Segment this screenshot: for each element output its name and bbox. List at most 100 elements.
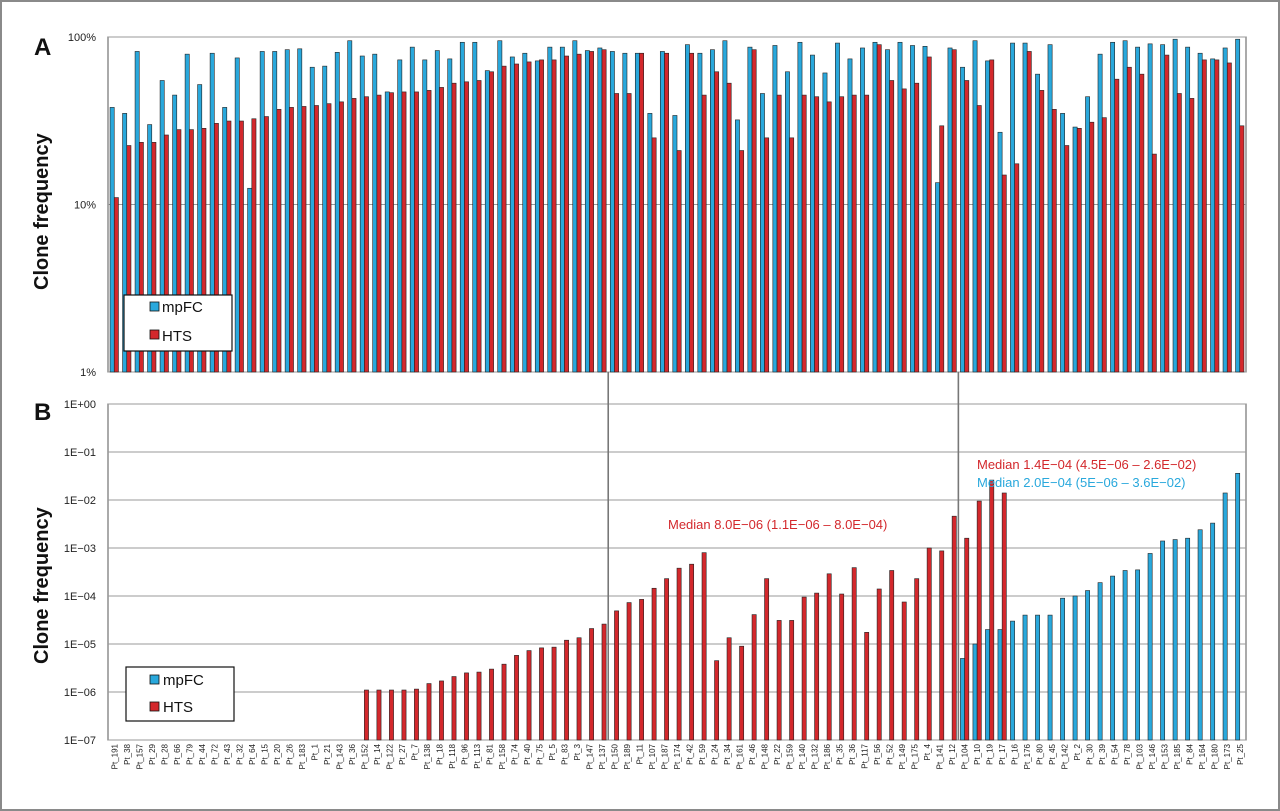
panel-a-bar-hts bbox=[826, 101, 832, 373]
panel-a-bar-hts bbox=[714, 71, 720, 373]
panel-a-bar-mpfc bbox=[1172, 38, 1178, 373]
legend-box bbox=[125, 666, 235, 722]
panel-b-bar-mpfc bbox=[1047, 614, 1053, 741]
panel-a-bar-mpfc bbox=[397, 59, 403, 373]
panel-a-bar-hts bbox=[214, 123, 219, 373]
panel-b-bar-hts bbox=[364, 689, 369, 741]
panel-a-bar-hts bbox=[701, 94, 707, 373]
panel-a-bar-mpfc bbox=[1072, 126, 1078, 373]
panel-a-bar-hts bbox=[751, 49, 757, 373]
panel-a-bar-hts bbox=[376, 94, 382, 373]
panel-b-bar-hts bbox=[526, 650, 532, 741]
x-category-label: Pt_27 bbox=[398, 743, 407, 764]
panel-a-bar-hts bbox=[651, 137, 657, 373]
panel-b-y-tick-label: 1E−01 bbox=[64, 447, 96, 459]
panel-a-bar-hts bbox=[501, 65, 507, 373]
panel-a-chart: 1% 10% 100% bbox=[68, 32, 1247, 379]
panel-b-bar-mpfc bbox=[1110, 575, 1115, 741]
panel-b-bar-hts bbox=[814, 592, 820, 741]
panel-a-bar-hts bbox=[163, 134, 169, 373]
panel-a-bar-mpfc bbox=[835, 42, 840, 373]
panel-a-bar-hts bbox=[1151, 153, 1157, 373]
panel-a-bar-mpfc bbox=[484, 70, 490, 373]
panel-b-bar-hts bbox=[764, 578, 770, 741]
panel-b-bar-hts bbox=[376, 689, 382, 741]
panel-b-bar-hts bbox=[701, 552, 707, 741]
panel-a-bar-hts bbox=[1076, 128, 1082, 373]
x-category-label: Pt_187 bbox=[660, 743, 669, 769]
panel-a-bar-mpfc bbox=[1147, 43, 1153, 373]
panel-a-bar-mpfc bbox=[972, 40, 978, 373]
x-category-label: Pt_81 bbox=[485, 743, 494, 764]
panel-a-bar-hts bbox=[113, 197, 119, 373]
panel-a-bar-mpfc bbox=[522, 52, 528, 373]
x-category-label: Pt_141 bbox=[936, 743, 945, 769]
legend-swatch-mpfc bbox=[149, 674, 160, 685]
panel-b-bar-mpfc bbox=[1072, 595, 1078, 741]
panel-b-bar-hts bbox=[801, 596, 807, 741]
panel-a-bar-hts bbox=[1001, 174, 1007, 373]
x-category-label: Pt_12 bbox=[948, 743, 957, 764]
x-category-label: Pt_176 bbox=[1023, 743, 1032, 769]
x-category-label: Pt_107 bbox=[648, 743, 657, 769]
panel-a-bar-hts bbox=[401, 91, 407, 373]
x-category-label: Pt_19 bbox=[986, 743, 995, 764]
x-category-label: Pt_157 bbox=[135, 743, 144, 769]
panel-a-bar-mpfc bbox=[284, 49, 290, 373]
panel-b-bar-mpfc bbox=[1010, 620, 1015, 741]
panel-a-bar-hts bbox=[776, 94, 782, 373]
panel-b-y-tick-label: 1E−05 bbox=[64, 639, 96, 651]
panel-a-bar-mpfc bbox=[422, 59, 428, 373]
panel-a-y-tick-label: 10% bbox=[74, 200, 96, 212]
panel-b-bar-mpfc bbox=[1060, 597, 1065, 741]
panel-a-bar-hts bbox=[1014, 163, 1020, 373]
panel-a-bar-mpfc bbox=[472, 41, 478, 373]
panel-b-bar-mpfc bbox=[1210, 522, 1216, 741]
panel-a-bar-mpfc bbox=[710, 49, 715, 373]
panel-a-bar-mpfc bbox=[547, 46, 553, 373]
panel-a-bar-mpfc bbox=[359, 55, 365, 373]
panel-b-bar-hts bbox=[776, 620, 782, 741]
x-category-label: Pt_173 bbox=[1223, 743, 1232, 769]
panel-a-bar-hts bbox=[426, 90, 432, 373]
panel-a-bar-hts bbox=[726, 82, 732, 373]
x-category-label: Pt_59 bbox=[698, 743, 707, 764]
panel-b-bar-mpfc bbox=[1222, 492, 1228, 741]
legend-label-mpfc: mpFC bbox=[163, 672, 204, 689]
x-category-label: Pt_56 bbox=[873, 743, 882, 764]
panel-a-bar-hts bbox=[1126, 66, 1132, 373]
x-category-label: Pt_20 bbox=[273, 743, 282, 764]
panel-b-y-tick-label: 1E−03 bbox=[64, 543, 96, 555]
panel-b-bar-hts bbox=[414, 688, 419, 741]
panel-b-bar-hts bbox=[676, 567, 682, 741]
annotation-median-hts-only: Median 8.0E−06 (1.1E−06 – 8.0E−04) bbox=[668, 517, 887, 532]
panel-b-bar-mpfc bbox=[1085, 590, 1090, 741]
panel-a-bar-hts bbox=[1164, 54, 1170, 373]
x-category-label: Pt_113 bbox=[473, 743, 482, 768]
x-category-label: Pt_21 bbox=[323, 743, 332, 764]
panel-a-bar-hts bbox=[314, 105, 319, 373]
x-category-label: Pt_40 bbox=[523, 743, 532, 764]
panel-a-bar-hts bbox=[514, 63, 519, 373]
panel-b-bar-hts bbox=[726, 637, 732, 741]
panel-b-bar-hts bbox=[1001, 492, 1007, 741]
panel-a-bar-hts bbox=[589, 51, 594, 373]
panel-a-bar-hts bbox=[526, 61, 532, 373]
x-category-label: Pt_66 bbox=[173, 743, 182, 764]
panel-a-bar-hts bbox=[1189, 98, 1195, 373]
x-category-label: Pt_43 bbox=[223, 743, 232, 764]
x-category-label: Pt_39 bbox=[1098, 743, 1107, 764]
x-category-label: Pt_153 bbox=[1161, 743, 1170, 769]
panel-a-bar-hts bbox=[1051, 109, 1057, 373]
panel-a-bar-mpfc bbox=[409, 46, 415, 373]
x-category-label: Pt_175 bbox=[911, 743, 920, 769]
panel-b-bar-hts bbox=[626, 602, 632, 741]
panel-b-bar-mpfc bbox=[1172, 539, 1178, 741]
x-category-label: Pt_103 bbox=[1136, 743, 1145, 769]
panel-b-y-tick-label: 1E+00 bbox=[64, 399, 96, 411]
x-category-label: Pt_84 bbox=[1186, 743, 1195, 764]
panel-a-bar-hts bbox=[939, 125, 945, 373]
panel-a-bar-mpfc bbox=[622, 52, 628, 373]
x-category-label: Pt_180 bbox=[1211, 743, 1220, 769]
panel-b-bar-mpfc bbox=[1197, 529, 1203, 741]
